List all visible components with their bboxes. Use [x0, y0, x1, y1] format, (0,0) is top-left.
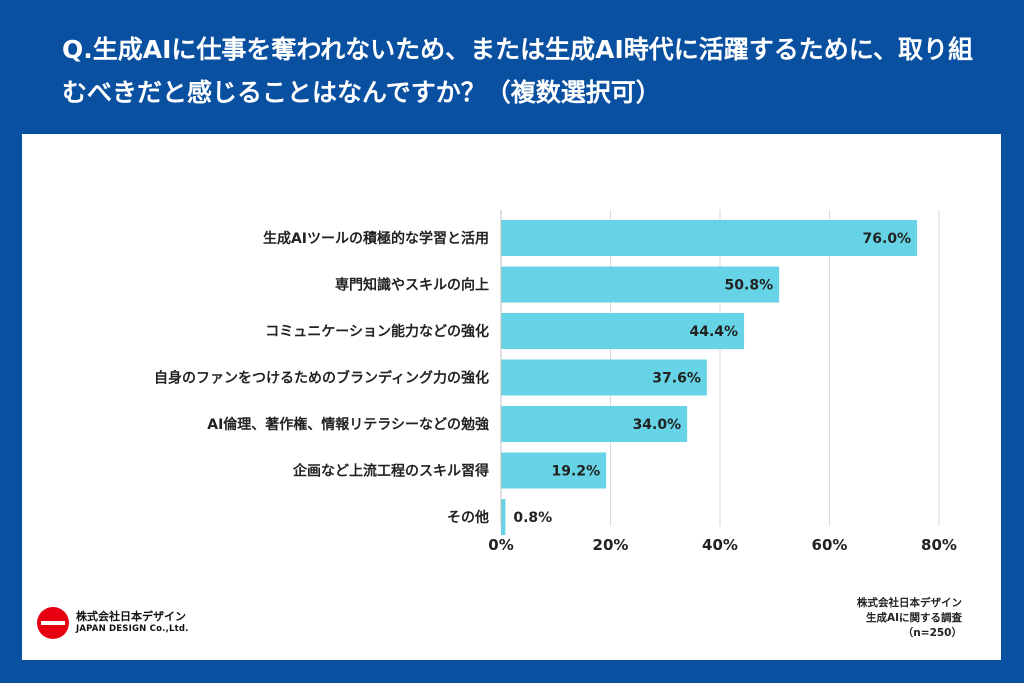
bar: [501, 499, 506, 535]
bar: [501, 220, 918, 256]
source-note: 株式会社日本デザイン 生成AIに関する調査 （n=250）: [857, 596, 962, 641]
category-label: 専門知識やスキルの向上: [335, 277, 489, 294]
bar-chart: 生成AIツールの積極的な学習と活用 76.0% 専門知識やスキルの向上 50.8% コミ…: [154, 210, 957, 554]
source-company: 株式会社日本デザイン: [857, 597, 962, 609]
data-label: 19.2%: [552, 464, 601, 480]
data-label: 44.4%: [690, 324, 739, 340]
x-tick-label: 0%: [488, 536, 513, 554]
data-label: 37.6%: [652, 371, 701, 387]
japan-design-logo-icon: [37, 607, 69, 639]
logo-company-name: 株式会社日本デザイン: [76, 610, 186, 623]
x-tick-label: 40%: [702, 536, 738, 554]
category-label: AI倫理、著作権、情報リテラシーなどの勉強: [207, 416, 489, 433]
category-label: コミュニケーション能力などの強化: [265, 323, 489, 340]
chart-title: Q.生成AIに仕事を奪われないため、または生成AI時代に活躍するために、取り組む…: [62, 35, 974, 107]
x-tick-label: 20%: [593, 536, 629, 554]
company-logo: 株式会社日本デザイン JAPAN DESIGN Co.,Ltd.: [36, 606, 189, 640]
category-label: 自身のファンをつけるためのブランディング力の強化: [154, 370, 489, 387]
bar: [501, 359, 707, 396]
x-tick-label: 80%: [921, 536, 957, 554]
bar: [501, 266, 780, 303]
data-label: 50.8%: [725, 278, 774, 294]
category-label: 生成AIツールの積極的な学習と活用: [263, 230, 489, 247]
x-tick-label: 60%: [812, 536, 848, 554]
data-label: 76.0%: [863, 231, 912, 247]
logo-company-name-en: JAPAN DESIGN Co.,Ltd.: [76, 624, 189, 634]
source-survey: 生成AIに関する調査: [865, 612, 962, 624]
category-label: 企画など上流工程のスキル習得: [292, 463, 489, 480]
source-sample-size: （n=250）: [902, 627, 962, 639]
category-label: その他: [447, 509, 489, 526]
bar: [501, 406, 688, 442]
bar: [501, 313, 745, 349]
bar: [501, 452, 607, 489]
chart-panel: 生成AIツールの積極的な学習と活用 76.0% 専門知識やスキルの向上 50.8% コミ…: [22, 134, 1001, 660]
data-label: 34.0%: [633, 417, 682, 433]
data-label: 0.8%: [513, 510, 552, 526]
